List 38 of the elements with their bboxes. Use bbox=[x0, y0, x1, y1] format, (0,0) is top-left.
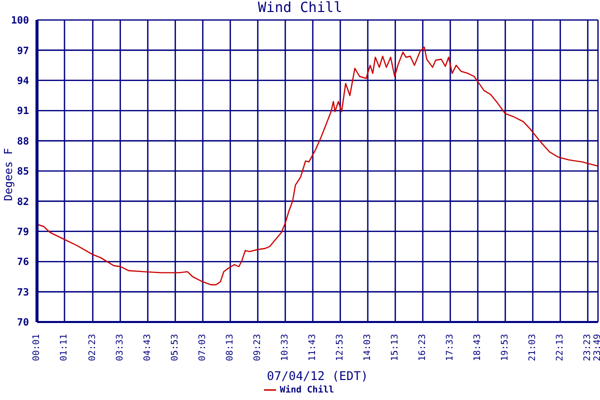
x-tick-label: 09:23 bbox=[252, 334, 263, 362]
x-tick-label: 23:49 bbox=[593, 334, 600, 362]
x-tick-label: 04:43 bbox=[142, 334, 153, 362]
y-tick-label: 79 bbox=[16, 226, 29, 238]
x-tick-label: 08:13 bbox=[225, 334, 236, 362]
y-tick-label: 91 bbox=[16, 106, 29, 118]
y-tick-label: 76 bbox=[16, 257, 29, 268]
y-tick-label: 85 bbox=[16, 166, 29, 178]
x-tick-label: 22:13 bbox=[555, 334, 566, 362]
y-tick-label: 82 bbox=[16, 196, 29, 208]
x-tick-label: 10:33 bbox=[280, 334, 290, 362]
x-tick-label: 01:11 bbox=[60, 334, 70, 362]
x-tick-label: 00:01 bbox=[32, 334, 42, 362]
x-tick-label: 07:03 bbox=[198, 334, 208, 362]
x-tick-label: 05:53 bbox=[170, 334, 180, 362]
line-series bbox=[37, 46, 598, 286]
y-tick-label: 94 bbox=[16, 76, 29, 87]
x-tick-label: 17:33 bbox=[445, 334, 456, 362]
x-tick-label: 16:23 bbox=[418, 334, 428, 362]
x-tick-label: 23:23 bbox=[582, 334, 593, 362]
x-tick-label: 02:23 bbox=[88, 334, 98, 362]
x-axis-title: 07/04/12 (EDT) bbox=[266, 369, 368, 383]
x-tick-label: 14:03 bbox=[362, 334, 373, 362]
x-tick-label: 21:03 bbox=[528, 334, 538, 362]
x-tick-label: 11:43 bbox=[308, 334, 318, 362]
legend-label: Wind Chill bbox=[280, 385, 334, 396]
x-tick-label: 15:13 bbox=[390, 334, 400, 362]
x-tick-label: 03:33 bbox=[115, 334, 126, 362]
y-tick-label: 88 bbox=[16, 136, 29, 148]
x-tick-label: 12:53 bbox=[335, 334, 346, 362]
x-tick-label: 19:53 bbox=[500, 334, 510, 362]
y-tick-label: 97 bbox=[16, 46, 29, 57]
y-tick-label: 70 bbox=[16, 318, 29, 329]
y-tick-label: 100 bbox=[10, 16, 29, 27]
chart-title: Wind Chill bbox=[256, 0, 344, 16]
y-axis-title: Degees F bbox=[2, 148, 15, 201]
y-tick-label: 73 bbox=[16, 287, 29, 298]
x-tick-label: 18:43 bbox=[472, 334, 483, 362]
